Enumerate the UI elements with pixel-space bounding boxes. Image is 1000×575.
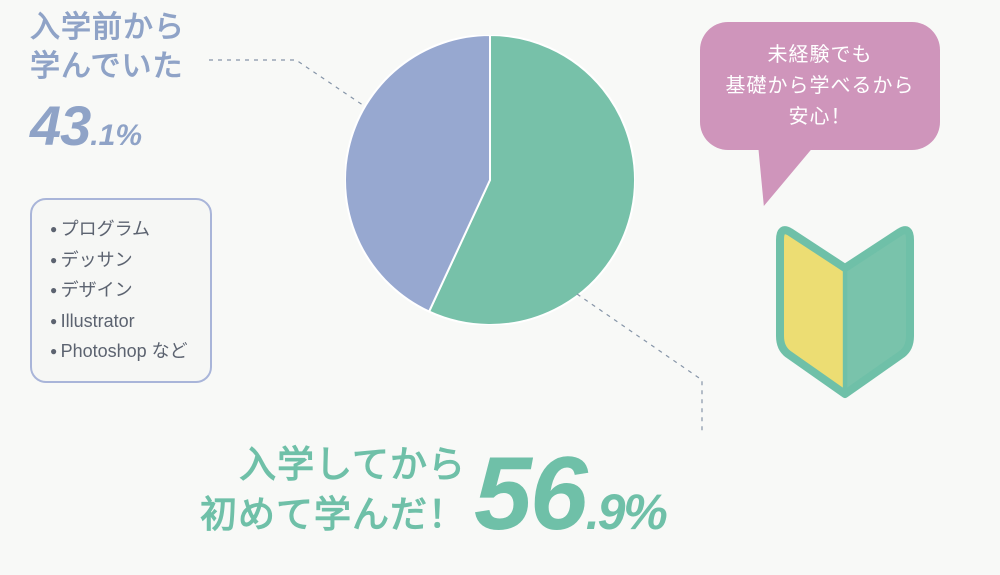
prior-study-examples-list: プログラム デッサン デザイン Illustrator Photoshop など xyxy=(50,214,188,367)
label-before-enrollment: 入学前から 学んでいた 43.1% xyxy=(30,8,185,163)
label-after-text: 入学してから 初めて学んだ！ xyxy=(200,440,466,546)
pie-chart xyxy=(345,35,635,325)
speech-bubble-tail xyxy=(752,146,814,206)
label-before-pct: 43.1% xyxy=(30,90,185,163)
list-item: Illustrator xyxy=(50,306,188,337)
list-item: デザイン xyxy=(50,275,188,306)
label-before-line2: 学んでいた xyxy=(30,47,185,86)
list-item: Photoshop など xyxy=(50,336,188,367)
label-after-enrollment: 入学してから 初めて学んだ！ 56.9% xyxy=(200,440,666,546)
list-item: プログラム xyxy=(50,214,188,245)
label-after-pct: 56.9% xyxy=(474,442,666,546)
prior-study-examples-box: プログラム デッサン デザイン Illustrator Photoshop など xyxy=(30,198,212,383)
label-before-line1: 入学前から xyxy=(30,8,185,47)
bubble-line1: 未経験でも xyxy=(700,40,940,71)
list-item: デッサン xyxy=(50,245,188,276)
speech-bubble: 未経験でも 基礎から学べるから 安心！ xyxy=(700,22,940,150)
bubble-line3: 安心！ xyxy=(700,102,940,133)
beginner-mark-icon xyxy=(760,218,930,408)
bubble-line2: 基礎から学べるから xyxy=(700,71,940,102)
infographic-canvas: 入学前から 学んでいた 43.1% プログラム デッサン デザイン Illust… xyxy=(0,0,1000,575)
